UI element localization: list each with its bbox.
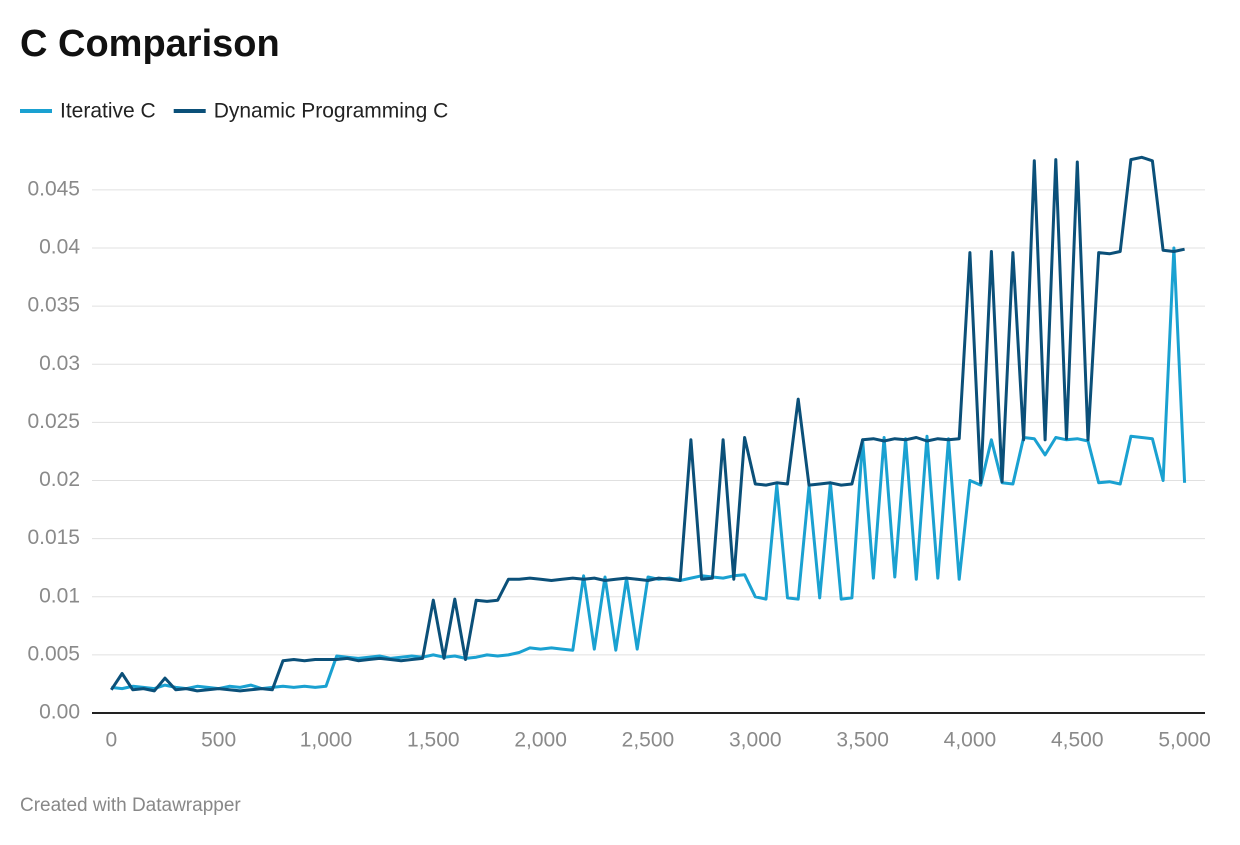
y-tick-label: 0.025 bbox=[27, 410, 80, 433]
footer: Created with Datawrapper bbox=[20, 795, 241, 816]
series-line bbox=[111, 246, 1187, 691]
legend-label: Iterative C bbox=[60, 100, 156, 123]
y-tick-label: 0.045 bbox=[27, 177, 80, 200]
y-tick-label: 0.035 bbox=[27, 294, 80, 317]
x-tick-label: 1,000 bbox=[300, 729, 353, 752]
y-tick-label: 0.00 bbox=[39, 701, 80, 724]
x-tick-label: 4,000 bbox=[944, 729, 997, 752]
x-tick-label: 3,000 bbox=[729, 729, 782, 752]
y-tick-label: 0.04 bbox=[39, 236, 80, 259]
x-tick-label: 2,000 bbox=[514, 729, 567, 752]
series-line bbox=[110, 155, 1185, 693]
x-tick-label: 0 bbox=[105, 729, 117, 752]
y-tick-label: 0.01 bbox=[39, 584, 80, 607]
chart-title: C Comparison bbox=[20, 23, 280, 65]
legend-label: Dynamic Programming C bbox=[214, 100, 449, 123]
y-tick-label: 0.015 bbox=[27, 526, 80, 549]
x-tick-label: 5,000 bbox=[1158, 729, 1211, 752]
y-tick-label: 0.005 bbox=[27, 642, 80, 665]
x-tick-label: 500 bbox=[201, 729, 236, 752]
x-tick-label: 4,500 bbox=[1051, 729, 1104, 752]
x-tick-label: 2,500 bbox=[622, 729, 675, 752]
y-tick-label: 0.02 bbox=[39, 468, 80, 491]
x-tick-label: 3,500 bbox=[836, 729, 889, 752]
x-tick-label: 1,500 bbox=[407, 729, 460, 752]
y-tick-label: 0.03 bbox=[39, 352, 80, 375]
